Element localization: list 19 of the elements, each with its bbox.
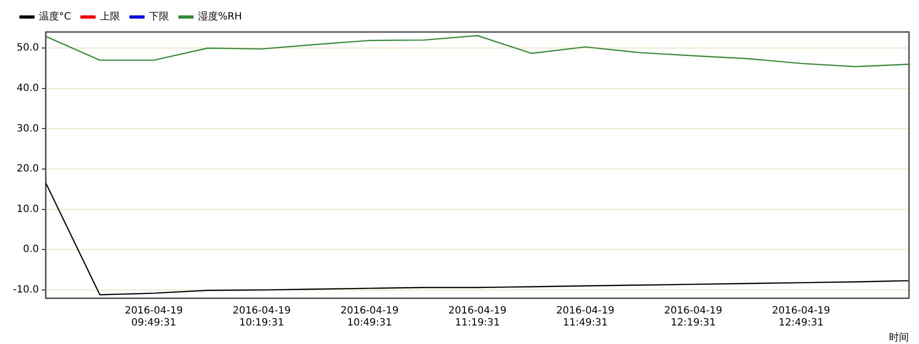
x-tick-label: 2016-04-19 12:19:31 <box>664 306 722 329</box>
y-tick-label: -10.0 <box>13 284 39 296</box>
x-tick-label: 2016-04-19 10:49:31 <box>340 306 399 329</box>
y-tick-label: 20.0 <box>16 164 39 175</box>
x-tick-label: 2016-04-19 11:19:31 <box>448 306 506 329</box>
y-tick-label: 0.0 <box>22 244 39 256</box>
legend-label: 下限 <box>148 12 169 23</box>
legend-label: 上限 <box>100 10 120 23</box>
x-tick-label: 2016-04-19 12:49:31 <box>772 306 830 329</box>
legend-label: 温度°C <box>39 10 71 23</box>
y-tick-label: 30.0 <box>16 123 39 134</box>
x-tick-label: 2016-04-19 11:49:31 <box>556 306 614 329</box>
x-tick-label: 2016-04-19 10:19:31 <box>232 306 291 329</box>
legend-label: 湿度%RH <box>198 10 242 23</box>
y-tick-label: 50.0 <box>16 42 39 54</box>
y-tick-label: 10.0 <box>16 204 39 215</box>
x-tick-label: 2016-04-19 09:49:31 <box>124 306 183 329</box>
x-axis-title: 时间 <box>889 332 909 344</box>
y-tick-label: 40.0 <box>16 83 39 94</box>
